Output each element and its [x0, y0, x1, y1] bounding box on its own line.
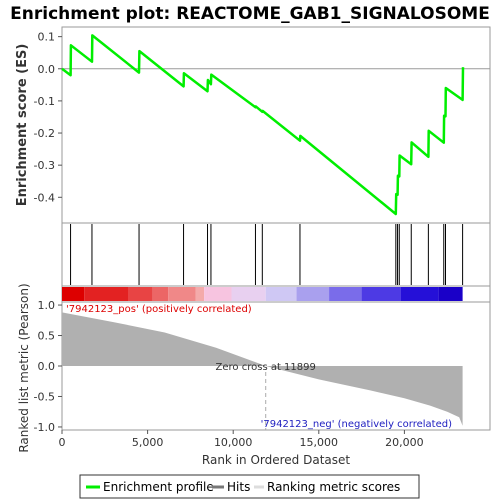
heat-segment [195, 287, 205, 301]
hit-lines [70, 224, 464, 285]
legend-label-hits: Hits [227, 480, 250, 494]
es-y-tick-label: -0.1 [34, 95, 55, 108]
metric-panel: 1.0 0.5 0.0 -0.5 -1.0 Zero cross at 11899 '7… [17, 283, 491, 453]
heat-segment [168, 287, 196, 301]
legend-box [79, 474, 420, 499]
heat-segment [62, 287, 85, 301]
es-panel: 0.1 0.0 -0.1 -0.2 -0.3 -0.4 Enrichment score … [15, 26, 491, 224]
x-tick-label: 20,000 [385, 436, 424, 449]
legend-label-enrichment: Enrichment profile [103, 480, 214, 494]
metric-y-tick-label: 0.5 [38, 330, 56, 343]
x-tick-label: 10,000 [214, 436, 253, 449]
positive-correlation-label: '7942123_pos' (positively correlated) [66, 304, 252, 315]
heat-segment [84, 287, 129, 301]
metric-y-tick-label: -1.0 [34, 421, 55, 434]
enrichment-profile-line [61, 34, 465, 216]
x-ticks: 0 5,000 10,000 15,000 20,000 [59, 430, 424, 449]
hits-frame [61, 222, 491, 287]
negative-correlation-label: '7942123_neg' (negatively correlated) [261, 419, 452, 430]
metric-y-ticks: 1.0 0.5 0.0 -0.5 -1.0 [34, 299, 62, 434]
metric-y-tick-label: 1.0 [38, 299, 56, 312]
heat-segment [204, 287, 232, 301]
es-y-ticks: 0.1 0.0 -0.1 -0.2 -0.3 -0.4 [34, 31, 62, 204]
ranking-metric-area [62, 312, 463, 426]
heat-segment [265, 287, 297, 301]
zero-cross-label: Zero cross at 11899 [216, 362, 316, 373]
x-tick-label: 5,000 [132, 436, 164, 449]
hits-panel [61, 222, 491, 287]
legend: Enrichment profile Hits Ranking metric s… [79, 474, 420, 499]
heat-segment [231, 287, 266, 301]
heat-segment [329, 287, 362, 301]
heat-segment [152, 287, 169, 301]
es-y-tick-label: -0.2 [34, 127, 55, 140]
es-y-tick-label: 0.0 [38, 63, 56, 76]
ranking-heat-bar [61, 285, 491, 303]
heat-segment [361, 287, 401, 301]
metric-y-tick-label: -0.5 [34, 390, 55, 403]
es-plot-frame [61, 26, 491, 224]
x-axis: 0 5,000 10,000 15,000 20,000 Rank in Ordered… [59, 430, 424, 467]
heat-segment [128, 287, 153, 301]
heat-segment [400, 287, 439, 301]
x-tick-label: 15,000 [300, 436, 339, 449]
heat-bar-segments [62, 287, 463, 301]
es-y-tick-label: -0.3 [34, 159, 55, 172]
metric-y-tick-label: 0.0 [38, 360, 56, 373]
legend-label-ranking: Ranking metric scores [267, 480, 400, 494]
heat-segment [296, 287, 330, 301]
x-axis-label: Rank in Ordered Dataset [202, 453, 350, 467]
es-y-axis-label: Enrichment score (ES) [15, 44, 30, 207]
es-y-tick-label: -0.4 [34, 191, 55, 204]
es-y-tick-label: 0.1 [38, 31, 56, 44]
chart-title: Enrichment plot: REACTOME_GAB1_SIGNALOSO… [10, 4, 490, 24]
heat-segment [438, 287, 463, 301]
x-tick-label: 0 [59, 436, 66, 449]
metric-y-axis-label: Ranked list metric (Pearson) [17, 283, 31, 452]
